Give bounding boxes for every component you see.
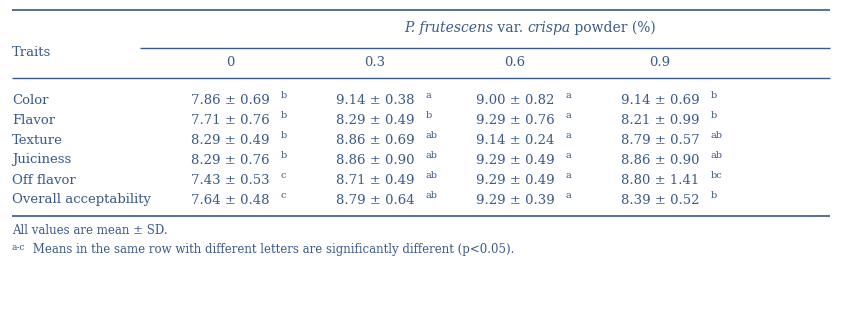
- Text: 7.64 ± 0.48: 7.64 ± 0.48: [191, 193, 269, 207]
- Text: b: b: [280, 150, 287, 160]
- Text: b: b: [426, 111, 432, 119]
- Text: crispa: crispa: [527, 21, 570, 35]
- Text: b: b: [711, 90, 717, 99]
- Text: a: a: [566, 150, 572, 160]
- Text: Overall acceptability: Overall acceptability: [12, 193, 151, 207]
- Text: 7.43 ± 0.53: 7.43 ± 0.53: [190, 173, 269, 187]
- Text: 8.79 ± 0.64: 8.79 ± 0.64: [336, 193, 414, 207]
- Text: 9.29 ± 0.49: 9.29 ± 0.49: [476, 173, 554, 187]
- Text: 9.29 ± 0.76: 9.29 ± 0.76: [476, 114, 554, 126]
- Text: 8.80 ± 1.41: 8.80 ± 1.41: [621, 173, 699, 187]
- Text: 9.14 ± 0.38: 9.14 ± 0.38: [336, 93, 414, 107]
- Text: a: a: [426, 90, 431, 99]
- Text: ab: ab: [426, 150, 438, 160]
- Text: Juiciness: Juiciness: [12, 154, 72, 166]
- Text: 7.86 ± 0.69: 7.86 ± 0.69: [190, 93, 269, 107]
- Text: P. frutescens: P. frutescens: [404, 21, 493, 35]
- Text: ab: ab: [426, 170, 438, 180]
- Text: 8.86 ± 0.69: 8.86 ± 0.69: [336, 134, 414, 146]
- Text: a: a: [566, 131, 572, 139]
- Text: b: b: [711, 190, 717, 199]
- Text: 0.3: 0.3: [365, 56, 386, 68]
- Text: 8.29 ± 0.76: 8.29 ± 0.76: [190, 154, 269, 166]
- Text: Texture: Texture: [12, 134, 63, 146]
- Text: bc: bc: [711, 170, 722, 180]
- Text: 8.86 ± 0.90: 8.86 ± 0.90: [621, 154, 699, 166]
- Text: b: b: [280, 111, 287, 119]
- Text: ab: ab: [426, 131, 438, 139]
- Text: 8.29 ± 0.49: 8.29 ± 0.49: [336, 114, 414, 126]
- Text: 9.29 ± 0.39: 9.29 ± 0.39: [476, 193, 554, 207]
- Text: a-c: a-c: [12, 242, 25, 251]
- Text: a: a: [566, 111, 572, 119]
- Text: c: c: [280, 190, 286, 199]
- Text: 0.6: 0.6: [504, 56, 525, 68]
- Text: a: a: [566, 90, 572, 99]
- Text: b: b: [280, 131, 287, 139]
- Text: var.: var.: [493, 21, 527, 35]
- Text: Flavor: Flavor: [12, 114, 55, 126]
- Text: c: c: [280, 170, 286, 180]
- Text: 8.39 ± 0.52: 8.39 ± 0.52: [621, 193, 699, 207]
- Text: a: a: [566, 170, 572, 180]
- Text: 8.86 ± 0.90: 8.86 ± 0.90: [336, 154, 414, 166]
- Text: 9.14 ± 0.69: 9.14 ± 0.69: [621, 93, 700, 107]
- Text: 9.14 ± 0.24: 9.14 ± 0.24: [476, 134, 554, 146]
- Text: 9.29 ± 0.49: 9.29 ± 0.49: [476, 154, 554, 166]
- Text: 8.29 ± 0.49: 8.29 ± 0.49: [191, 134, 269, 146]
- Text: 7.71 ± 0.76: 7.71 ± 0.76: [190, 114, 269, 126]
- Text: All values are mean ± SD.: All values are mean ± SD.: [12, 223, 168, 237]
- Text: 8.21 ± 0.99: 8.21 ± 0.99: [621, 114, 699, 126]
- Text: powder (%): powder (%): [570, 21, 656, 35]
- Text: b: b: [711, 111, 717, 119]
- Text: ab: ab: [711, 150, 722, 160]
- Text: 8.71 ± 0.49: 8.71 ± 0.49: [336, 173, 414, 187]
- Text: Color: Color: [12, 93, 49, 107]
- Text: 0: 0: [226, 56, 234, 68]
- Text: 8.79 ± 0.57: 8.79 ± 0.57: [621, 134, 700, 146]
- Text: ab: ab: [426, 190, 438, 199]
- Text: ab: ab: [711, 131, 722, 139]
- Text: Means in the same row with different letters are significantly different (p<0.05: Means in the same row with different let…: [29, 243, 514, 257]
- Text: 0.9: 0.9: [649, 56, 670, 68]
- Text: Off flavor: Off flavor: [12, 173, 76, 187]
- Text: Traits: Traits: [12, 45, 51, 59]
- Text: b: b: [280, 90, 287, 99]
- Text: a: a: [566, 190, 572, 199]
- Text: 9.00 ± 0.82: 9.00 ± 0.82: [476, 93, 554, 107]
